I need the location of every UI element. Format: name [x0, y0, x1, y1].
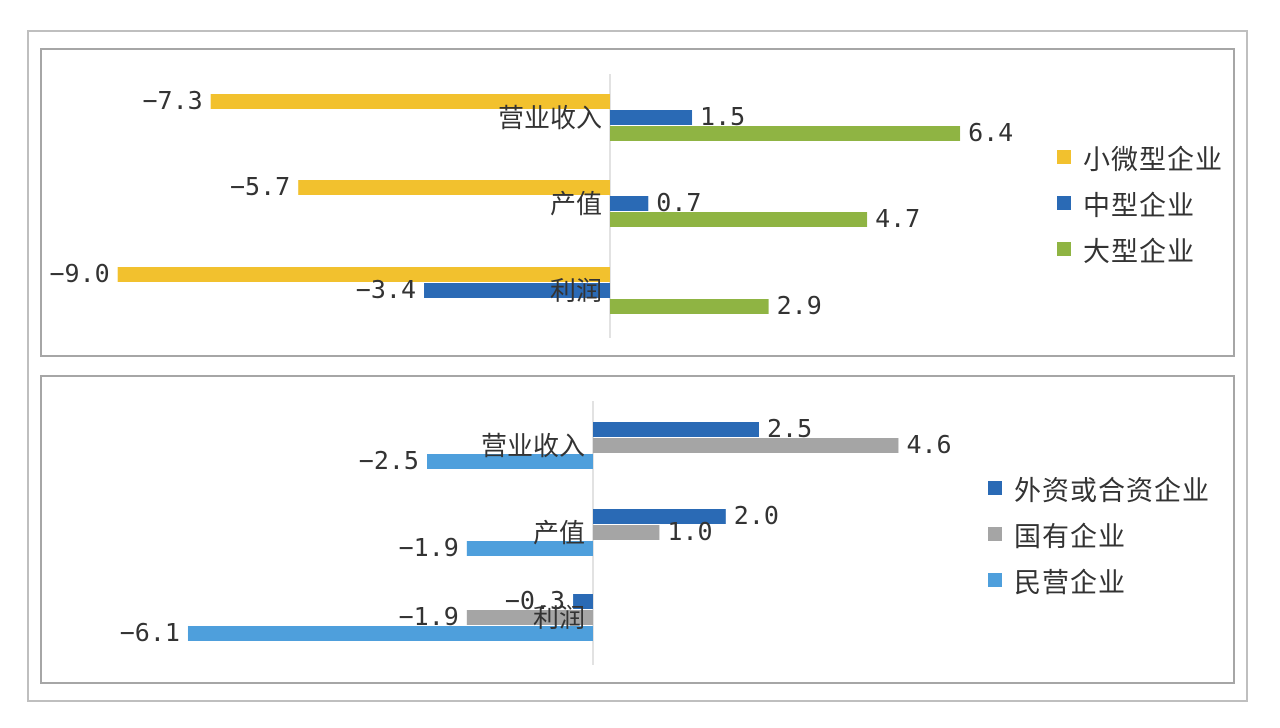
chart-panel-ownership: 2.5 4.6 −2.5 营业收入 2.0 1.0 −1.9 产值 −0.3 −1.9 −6.1 利润… [40, 375, 1235, 684]
bar [427, 454, 593, 469]
legend-label: 国有企业 [1014, 521, 1126, 553]
legend-item-state-owned: 国有企业 [988, 511, 1210, 557]
data-label: −1.9 [399, 533, 459, 562]
legend-label: 大型企业 [1083, 236, 1195, 268]
category-label: 利润 [550, 277, 602, 307]
bar [610, 196, 649, 211]
data-label: 6.4 [968, 118, 1013, 147]
bar [298, 180, 610, 195]
legend-swatch [1057, 196, 1071, 210]
category-label: 产值 [533, 519, 585, 549]
category-label: 营业收入 [481, 432, 585, 462]
legend-item-private: 民营企业 [988, 557, 1210, 603]
legend: 小微型企业 中型企业 大型企业 [1057, 134, 1223, 272]
bar [593, 509, 726, 524]
legend-swatch [988, 481, 1002, 495]
bar [466, 541, 593, 556]
legend-label: 外资或合资企业 [1014, 475, 1210, 507]
data-label: −9.0 [49, 259, 109, 288]
bar [610, 299, 769, 314]
data-label: 2.0 [734, 501, 779, 530]
category-label: 产值 [550, 190, 602, 220]
bar [466, 610, 593, 625]
legend-label: 小微型企业 [1083, 144, 1223, 176]
bar [573, 594, 593, 609]
legend-label: 民营企业 [1014, 567, 1126, 599]
bar [610, 212, 868, 227]
figure-frame [27, 30, 1248, 702]
legend: 外资或合资企业 国有企业 民营企业 [988, 465, 1210, 603]
legend-swatch [1057, 242, 1071, 256]
data-label: −3.4 [356, 275, 416, 304]
bar [424, 283, 610, 298]
data-label: 2.9 [777, 291, 822, 320]
bar [593, 525, 660, 540]
bar [593, 438, 899, 453]
data-label: 1.0 [667, 517, 712, 546]
data-label: −5.7 [230, 172, 290, 201]
chart-panel-enterprise-size: −7.3 1.5 6.4 营业收入 −5.7 0.7 4.7 产值 −9.0 −3.4 2.9 利润 … [40, 48, 1235, 357]
data-label: 4.7 [875, 204, 920, 233]
legend-item-foreign-jv: 外资或合资企业 [988, 465, 1210, 511]
legend-item-medium: 中型企业 [1057, 180, 1223, 226]
bar [610, 126, 961, 141]
data-label: −6.1 [120, 618, 180, 647]
bar [210, 94, 610, 109]
bar [117, 267, 610, 282]
legend-swatch [988, 527, 1002, 541]
data-label: −2.5 [359, 446, 419, 475]
legend-swatch [988, 573, 1002, 587]
legend-label: 中型企业 [1083, 190, 1195, 222]
bar [187, 626, 593, 641]
bar [593, 422, 759, 437]
data-label: −7.3 [142, 86, 202, 115]
legend-item-large: 大型企业 [1057, 226, 1223, 272]
category-label: 利润 [533, 604, 585, 634]
data-label: 4.6 [906, 430, 951, 459]
bar [610, 110, 693, 125]
legend-swatch [1057, 150, 1071, 164]
category-label: 营业收入 [498, 104, 602, 134]
legend-item-small-micro: 小微型企业 [1057, 134, 1223, 180]
